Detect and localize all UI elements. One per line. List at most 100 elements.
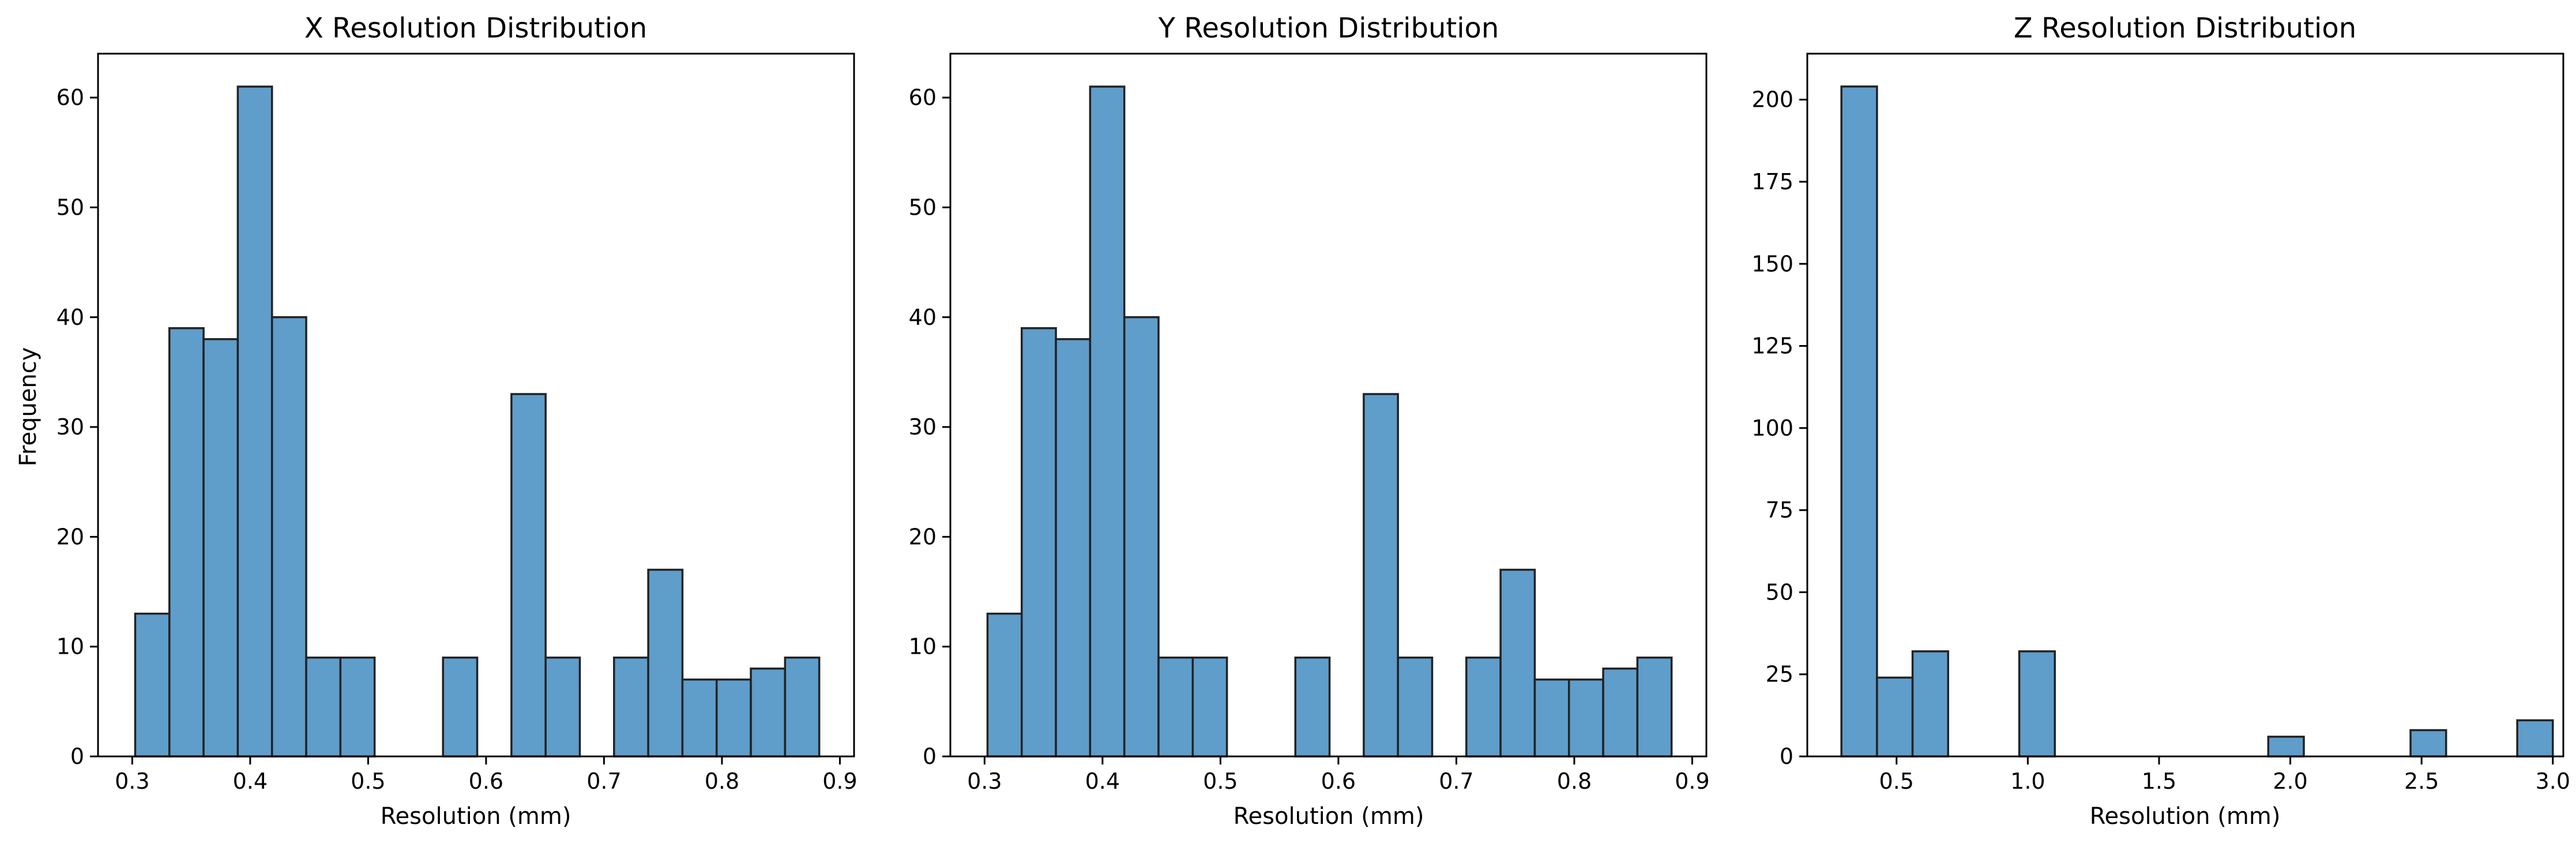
z-resolution-histogram: Z Resolution Distribution Resolution (mm… [1751, 12, 2570, 830]
x-tick-label: 0.6 [1321, 769, 1356, 794]
y-axis-label: Frequency [15, 347, 42, 467]
histogram-bar [2267, 736, 2305, 758]
histogram-bar [270, 316, 307, 758]
y-ticks: 0 10 20 30 40 50 60 [57, 85, 98, 769]
bars [1840, 85, 2554, 758]
x-tick-label: 0.3 [967, 769, 1002, 794]
y-tick-label: 75 [1766, 497, 1793, 523]
histogram-bar [1294, 656, 1331, 758]
histogram-bar [647, 568, 684, 758]
y-tick-label: 125 [1751, 333, 1793, 359]
x-tick-label: 2.0 [2273, 769, 2307, 794]
y-tick-label: 0 [70, 744, 84, 769]
x-tick-label: 0.9 [822, 769, 857, 794]
histogram-bar [1876, 676, 1914, 758]
y-tick-label: 60 [909, 85, 937, 110]
chart-title: Z Resolution Distribution [2014, 12, 2356, 44]
x-axis-label: Resolution (mm) [381, 803, 571, 830]
y-ticks: 0 10 20 30 40 50 60 [909, 85, 950, 769]
x-tick-label: 0.5 [1203, 769, 1238, 794]
chart-title: Y Resolution Distribution [1158, 12, 1499, 44]
histogram-bar [2409, 729, 2447, 758]
x-tick-label: 3.0 [2536, 769, 2570, 794]
histogram-bar [305, 656, 342, 758]
histogram-bar [2018, 650, 2056, 758]
histogram-bar [1533, 679, 1570, 758]
x-tick-label: 0.9 [1675, 769, 1709, 794]
histogram-bar [986, 612, 1023, 758]
y-tick-label: 0 [923, 744, 937, 769]
histogram-bar [613, 656, 649, 758]
histogram-bar [442, 656, 479, 758]
y-tick-label: 20 [57, 524, 84, 549]
x-tick-label: 0.8 [1557, 769, 1592, 794]
histogram-bar [544, 656, 581, 758]
histogram-bar [202, 338, 239, 758]
histogram-bar [168, 327, 205, 758]
x-tick-label: 0.4 [233, 769, 268, 794]
histogram-bar [1840, 85, 1878, 758]
x-tick-label: 1.5 [2142, 769, 2176, 794]
y-tick-label: 50 [909, 194, 937, 220]
x-tick-label: 1.0 [2010, 769, 2045, 794]
histogram-bar [1363, 393, 1399, 758]
histogram-bar [510, 393, 547, 758]
x-tick-label: 0.5 [1879, 769, 1914, 794]
y-tick-label: 40 [909, 305, 937, 330]
x-axis-label: Resolution (mm) [1234, 803, 1424, 830]
y-tick-label: 30 [57, 414, 84, 440]
chart-title: X Resolution Distribution [304, 12, 647, 44]
x-ticks: 0.3 0.4 0.5 0.6 0.7 0.8 0.9 [115, 756, 858, 794]
plot-frame [97, 53, 855, 758]
y-tick-label: 150 [1751, 251, 1793, 276]
bars [986, 85, 1673, 758]
histogram-bar [1911, 650, 1949, 758]
plot-frame [949, 53, 1708, 758]
histogram-bar [1157, 656, 1194, 758]
histogram-bar [750, 668, 787, 758]
y-ticks: 0 25 50 75 100 125 150 175 200 [1751, 87, 1807, 769]
y-tick-label: 175 [1751, 169, 1793, 194]
x-tick-label: 0.8 [705, 769, 739, 794]
y-tick-label: 40 [57, 305, 84, 330]
histogram-bar [1055, 338, 1092, 758]
histogram-bar [236, 85, 273, 758]
y-tick-label: 0 [1780, 744, 1793, 769]
histogram-bar [1191, 656, 1228, 758]
histogram-bar [134, 612, 171, 758]
histogram-bar [1499, 568, 1536, 758]
y-tick-label: 10 [909, 634, 937, 659]
y-tick-label: 100 [1751, 415, 1793, 441]
x-resolution-histogram: X Resolution Distribution Resolution (mm… [15, 12, 858, 830]
x-tick-label: 0.4 [1085, 769, 1120, 794]
x-tick-label: 0.6 [469, 769, 503, 794]
x-tick-label: 0.7 [586, 769, 621, 794]
histogram-bar [1567, 679, 1604, 758]
histogram-bar [681, 679, 718, 758]
y-tick-label: 30 [909, 414, 937, 440]
x-ticks: 0.5 1.0 1.5 2.0 2.5 3.0 [1879, 756, 2570, 794]
y-tick-label: 10 [57, 634, 84, 659]
histogram-bar [1465, 656, 1502, 758]
y-tick-label: 50 [1766, 579, 1793, 605]
y-tick-label: 20 [909, 524, 937, 549]
x-ticks: 0.3 0.4 0.5 0.6 0.7 0.8 0.9 [967, 756, 1710, 794]
y-resolution-histogram: Y Resolution Distribution Resolution (mm… [909, 12, 1710, 830]
x-tick-label: 0.5 [351, 769, 385, 794]
histogram-bar [1089, 85, 1126, 758]
bars [134, 85, 821, 758]
histogram-bar [784, 656, 821, 758]
plot-frame [1806, 53, 2564, 758]
x-tick-label: 2.5 [2404, 769, 2439, 794]
x-tick-label: 0.7 [1439, 769, 1473, 794]
x-axis-label: Resolution (mm) [2090, 803, 2281, 830]
y-tick-label: 50 [57, 194, 84, 220]
histogram-bar [1602, 668, 1639, 758]
histogram-bar [1636, 656, 1673, 758]
histogram-bar [2516, 719, 2554, 758]
histogram-bar [1397, 656, 1434, 758]
histogram-bar [339, 656, 376, 758]
y-tick-label: 200 [1751, 87, 1793, 113]
y-tick-label: 25 [1766, 662, 1793, 687]
x-tick-label: 0.3 [115, 769, 149, 794]
